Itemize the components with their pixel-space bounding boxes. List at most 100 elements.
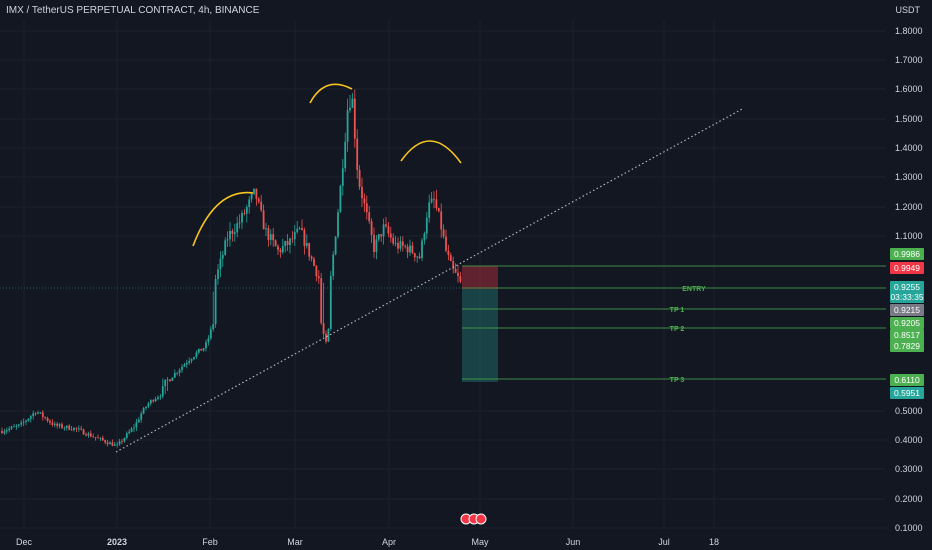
candle-body [317,276,320,279]
candle-body [349,107,351,111]
price-label-text: 0.9255 [894,282,920,292]
candle-body [61,424,63,428]
candle-body [265,228,267,230]
x-tick-label: Jul [658,537,670,547]
candle-body [291,238,294,240]
level-label: TP 1 [670,307,685,314]
price-label-box [890,340,924,352]
candle-body [253,188,255,194]
candle-body [190,359,193,361]
candle-body [257,198,260,202]
candle-body [130,428,133,432]
candle-body [123,438,126,442]
candle-body [289,238,291,245]
candle-body [173,373,176,378]
candle-body [272,234,275,241]
candle-body [385,224,387,227]
candle-body [277,246,279,250]
candle-body [65,425,68,428]
candle-body [411,245,414,254]
price-label-box [890,291,924,303]
candle-body [322,323,325,334]
candle-body [221,254,224,259]
candle-body [409,245,411,253]
candle-body [368,212,371,222]
candle-body [188,360,191,363]
candle-body [298,228,301,229]
candle-body [413,253,416,258]
candle-body [17,424,20,426]
candle-body [399,241,402,249]
candle-body [118,441,121,445]
price-label-box [890,262,924,274]
candle-body [406,246,409,253]
y-tick-label: 0.1000 [895,523,923,533]
candle-body [327,328,330,342]
candle-body [226,239,229,241]
candle-body [267,228,270,240]
candle-body [233,232,236,234]
candle-body [145,406,147,409]
candle-body [310,256,313,259]
candle-body [85,434,87,436]
x-tick-label: Jun [566,537,581,547]
candle-body [37,412,39,414]
candle-body [15,425,18,427]
candle-body [87,433,90,436]
candle-body [284,241,287,247]
candle-body [125,433,128,439]
candle-body [334,236,337,255]
candle-body [286,241,289,245]
candle-body [325,333,327,342]
candle-body [195,352,198,357]
y-tick-label: 0.3000 [895,464,923,474]
candle-body [339,185,342,213]
candle-body [166,379,169,381]
candle-body [149,400,152,404]
candle-body [404,245,407,247]
candle-body [452,261,455,269]
candle-body [56,423,59,426]
candle-body [63,427,66,429]
candle-body [449,255,452,262]
candle-body [171,377,174,381]
candle-body [320,278,323,324]
candle-body [281,246,284,253]
candle-body [152,400,155,402]
candle-body [229,230,231,240]
x-tick-label: Apr [382,537,396,547]
candle-body [454,268,457,273]
chart-title: IMX / TetherUS PERPETUAL CONTRACT, 4h, B… [6,5,260,16]
candle-body [209,329,212,339]
candle-body [181,366,183,370]
candle-body [250,193,253,200]
candle-body [20,422,23,425]
candle-body [27,418,30,421]
candle-body [10,426,13,429]
candle-body [255,188,258,199]
candle-body [329,275,332,329]
candle-body [25,420,27,422]
candle-body [82,429,85,435]
candle-body [75,427,78,429]
candle-body [296,228,299,233]
candle-body [243,212,246,214]
candle-body [142,408,145,414]
candle-body [29,416,32,419]
candle-body [440,211,443,230]
candle-body [157,397,159,399]
x-tick-label: May [471,537,489,547]
candle-body [109,442,111,445]
candle-body [375,239,378,252]
candle-body [401,241,404,246]
candle-body [46,418,49,421]
candle-body [308,242,311,257]
x-tick-label: Dec [16,537,33,547]
candle-body [418,256,421,259]
candle-body [197,348,200,353]
candle-body [176,372,179,374]
level-label: TP 2 [670,326,685,333]
candle-body [373,234,375,252]
candle-body [13,426,15,428]
